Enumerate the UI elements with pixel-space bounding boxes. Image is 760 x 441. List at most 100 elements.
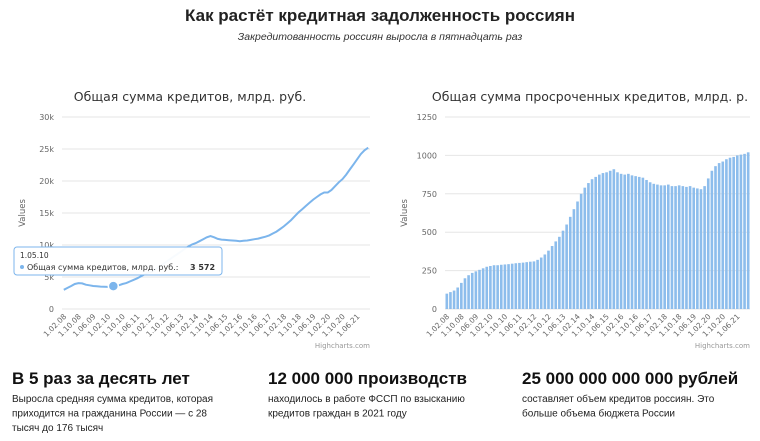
bar [630, 175, 634, 309]
bar [525, 262, 529, 309]
bar [587, 183, 590, 309]
tooltip-box [13, 246, 223, 276]
bar [725, 159, 728, 309]
stat-text: тысяч до 176 тысяч [12, 423, 103, 434]
bar [492, 265, 496, 309]
y-tick-label: 10k [39, 241, 54, 250]
stat-text: находилось в работе ФССП по взысканию [268, 393, 465, 405]
bar [594, 176, 597, 309]
stat-text: составляет объем кредитов россиян. Это [522, 393, 715, 405]
bar [634, 176, 637, 309]
bar [521, 262, 525, 309]
bar [470, 272, 474, 309]
stat-text: кредитов граждан в 2021 году [268, 409, 407, 420]
y-tick-label: 1250 [417, 113, 437, 122]
bar [645, 179, 648, 309]
y-tick-label: 30k [39, 113, 54, 122]
bar [485, 266, 489, 309]
bar [746, 152, 750, 309]
bar [688, 186, 692, 309]
bar [460, 282, 463, 309]
bar [692, 187, 696, 309]
bar [685, 186, 688, 309]
bar [554, 241, 558, 309]
tooltip-date: 1.05.10 [20, 251, 49, 260]
bar [474, 271, 478, 309]
bar [532, 261, 536, 309]
bar [666, 184, 670, 309]
bar [648, 182, 652, 309]
bar [565, 224, 568, 309]
bar [558, 236, 561, 309]
bar [612, 169, 616, 309]
bar [510, 263, 514, 309]
credits: Highcharts.com [315, 342, 370, 350]
bar [583, 187, 587, 309]
y-tick-label: 15k [39, 209, 54, 218]
bar [503, 264, 507, 309]
bar [739, 154, 743, 309]
bar [481, 268, 485, 309]
bar [608, 170, 612, 309]
y-tick-label: 0 [432, 305, 437, 314]
bar [714, 166, 717, 309]
chart-title: Общая сумма кредитов, млрд. руб. [74, 89, 306, 104]
bar [627, 173, 630, 309]
bar [514, 263, 518, 309]
stat-text: Выросла средняя сумма кредитов, которая [12, 394, 213, 405]
stat-text: больше объема бюджета России [522, 408, 675, 420]
bar [732, 156, 735, 309]
bar [706, 178, 710, 309]
bar [536, 259, 539, 309]
bar [717, 163, 721, 309]
y-tick-label: 1000 [417, 151, 437, 160]
tooltip-value: 3 572 [190, 263, 215, 272]
bar [478, 269, 481, 309]
bar [449, 292, 452, 309]
bar [721, 161, 725, 309]
bar [605, 172, 608, 309]
bar [445, 293, 449, 309]
y-tick-label: 5k [44, 273, 54, 282]
highlight-point [107, 280, 120, 292]
bar [518, 262, 521, 309]
bar [550, 246, 554, 309]
bar [616, 172, 619, 309]
bar [637, 176, 641, 309]
bar [507, 264, 510, 309]
bar [572, 209, 576, 309]
bar [623, 174, 627, 309]
credits: Highcharts.com [695, 342, 750, 350]
y-tick-label: 750 [422, 190, 437, 199]
bar [598, 174, 601, 309]
bar [463, 278, 467, 309]
stat-text: приходится на гражданина России — с 28 [12, 409, 207, 420]
bar [579, 193, 583, 309]
bar [547, 250, 550, 309]
bar [496, 265, 499, 309]
y-tick-label: 20k [39, 177, 54, 186]
stat-title: В 5 раз за десять лет [12, 369, 190, 388]
bar [467, 275, 470, 309]
stat-title: 12 000 000 производств [268, 369, 467, 388]
chart-title: Общая сумма просроченных кредитов, млрд.… [432, 89, 748, 104]
bar [696, 188, 699, 309]
y-tick-label: 0 [49, 305, 54, 314]
y-tick-label: 500 [422, 228, 437, 237]
bar [561, 230, 565, 309]
bar [452, 290, 456, 309]
y-tick-label: 250 [422, 267, 437, 276]
bar [663, 185, 666, 309]
bar [489, 265, 492, 309]
bar [641, 177, 645, 309]
bar [456, 287, 460, 309]
bar [699, 189, 703, 309]
bar [735, 155, 739, 309]
bar [568, 216, 572, 309]
stat-title: 25 000 000 000 000 рублей [522, 369, 738, 388]
bar [652, 183, 656, 309]
bar [670, 186, 674, 309]
y-tick-label: 25k [39, 145, 54, 154]
